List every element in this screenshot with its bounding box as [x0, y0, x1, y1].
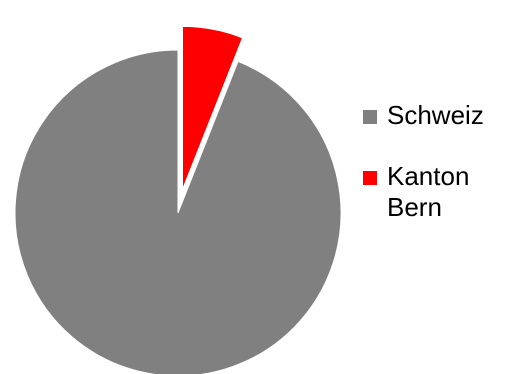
legend-swatch-schweiz — [363, 110, 377, 124]
pie-slice-kanton-bern — [181, 25, 244, 190]
legend-swatch-kanton-bern — [363, 171, 377, 185]
legend-item-kanton-bern: Kanton Bern — [363, 161, 513, 223]
legend-label-kanton-bern: Kanton Bern — [387, 161, 470, 222]
legend-label-schweiz: Schweiz — [387, 100, 484, 130]
legend: Schweiz Kanton Bern — [363, 100, 513, 223]
legend-item-schweiz: Schweiz — [363, 100, 513, 131]
pie-slice-schweiz — [14, 49, 342, 374]
